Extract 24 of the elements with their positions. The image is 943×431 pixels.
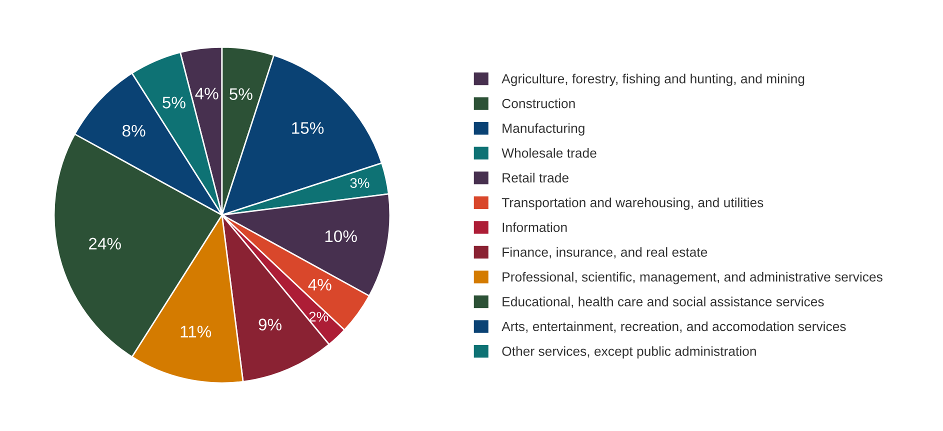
data-label: 24% <box>89 238 121 250</box>
data-label: 4% <box>195 88 218 100</box>
legend-label: Transportation and warehousing, and utilities <box>502 198 764 210</box>
data-label: 11% <box>180 326 212 338</box>
legend-label: Finance, insurance, and real estate <box>502 247 708 258</box>
data-label: 4% <box>308 278 332 291</box>
legend-label: Information <box>502 222 567 232</box>
legend-label: Arts, entertainment, recreation, and accomodation services <box>502 321 846 333</box>
data-label: 5% <box>162 96 186 108</box>
legend-label: Retail trade <box>502 172 568 183</box>
legend-label: Other services, except public administration <box>502 346 756 359</box>
legend-label: Manufacturing <box>502 123 584 136</box>
data-label: 10% <box>325 230 357 242</box>
data-label: 5% <box>230 88 252 100</box>
data-label: 9% <box>258 318 282 330</box>
data-label: 2% <box>309 312 328 322</box>
legend-label: Educational, health care and social assistance services <box>502 296 824 308</box>
legend-label: Professional, scientific, management, and administrative services <box>502 272 882 284</box>
legend-label: Wholesale trade <box>502 148 596 158</box>
data-label: 3% <box>350 178 370 188</box>
legend-label: Construction <box>502 98 575 108</box>
legend-label: Agriculture, forestry, fishing and hunting, and mining <box>502 74 804 86</box>
data-label: 15% <box>292 122 324 134</box>
data-label: 8% <box>122 124 146 137</box>
